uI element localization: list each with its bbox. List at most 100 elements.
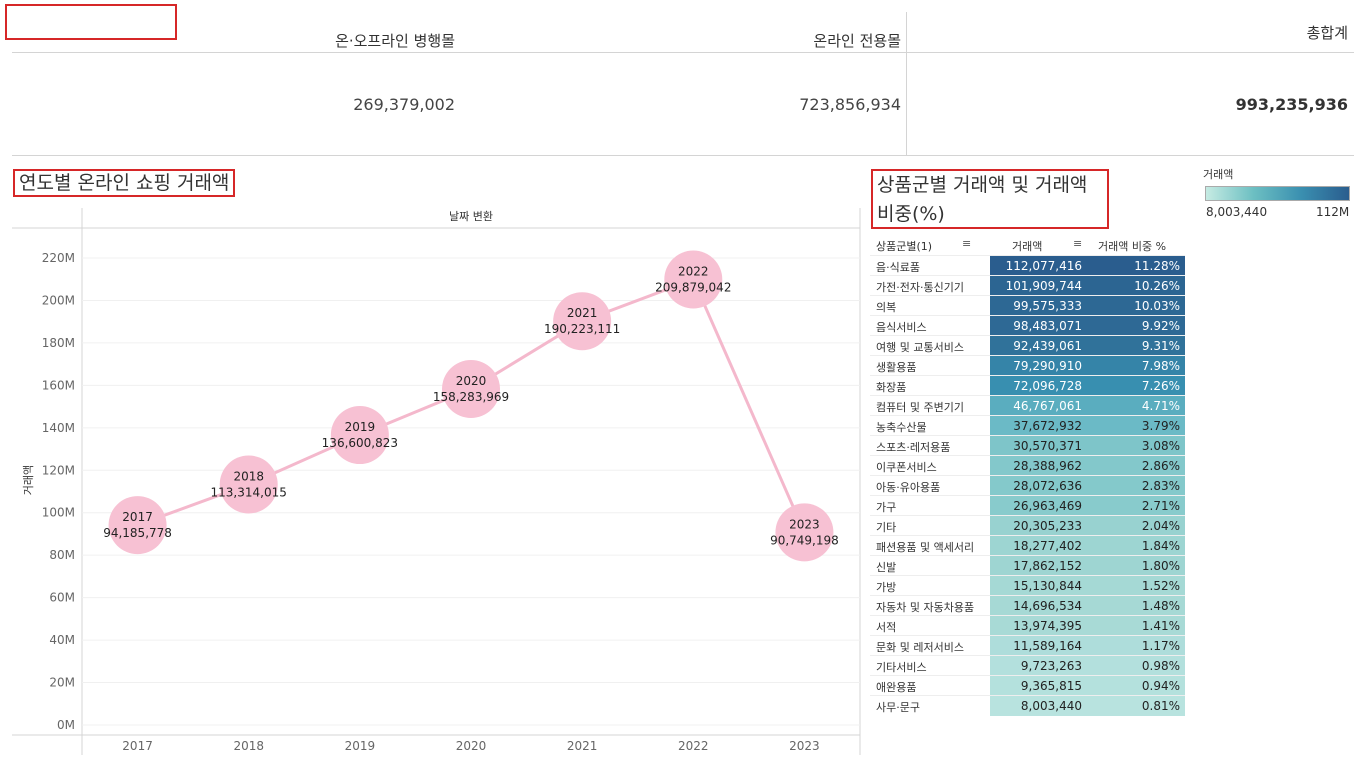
row-heat-cell: 28,072,636 2.83% [990,476,1185,496]
data-label-year: 2020 [456,374,487,388]
y-tick-label: 200M [42,293,75,307]
data-point [664,250,723,309]
row-share: 1.41% [1141,619,1180,633]
table-row: 기타서비스 9,723,263 0.98% [870,655,1185,676]
row-share: 7.98% [1141,359,1180,373]
row-share: 11.28% [1134,259,1180,273]
summary-bottom-divider [12,155,1354,156]
row-share: 2.86% [1141,459,1180,473]
row-share: 9.31% [1141,339,1180,353]
table-row: 애완용품 9,365,815 0.94% [870,675,1185,696]
summary-header-total: 총합계 [1306,24,1348,42]
row-share: 1.17% [1141,639,1180,653]
y-tick-label: 220M [42,251,75,265]
table-header-share[interactable]: 거래액 비중 % [1098,240,1167,253]
y-tick-label: 120M [42,463,75,477]
table-header-category[interactable]: 상품군별(1) [876,240,933,253]
table-row: 컴퓨터 및 주변기기 46,767,061 4.71% [870,395,1185,416]
row-category-label: 여행 및 교통서비스 [876,341,964,354]
row-category-label: 가전·전자·통신기기 [876,281,964,294]
row-category-label: 문화 및 레저서비스 [876,641,964,654]
row-heat-cell: 14,696,534 1.48% [990,596,1185,616]
color-legend-bar [1205,186,1350,201]
row-category-label: 애완용품 [876,681,917,694]
legend-max-label: 112M [1316,205,1350,219]
row-share: 0.98% [1141,659,1180,673]
row-amount: 28,072,636 [1013,479,1082,493]
table-row: 여행 및 교통서비스 92,439,061 9.31% [870,335,1185,356]
row-amount: 30,570,371 [1013,439,1082,453]
row-heat-cell: 17,862,152 1.80% [990,556,1185,576]
summary-header-hybrid: 온·오프라인 병행몰 [335,32,455,50]
row-heat-cell: 11,589,164 1.17% [990,636,1185,656]
y-tick-label: 140M [42,421,75,435]
row-category-label: 가구 [876,501,897,514]
table-row: 가전·전자·통신기기 101,909,744 10.26% [870,275,1185,296]
table-row: 가방 15,130,844 1.52% [870,575,1185,596]
row-amount: 20,305,233 [1013,519,1082,533]
data-label-year: 2021 [567,306,598,320]
data-label-value: 190,223,111 [544,322,620,336]
y-tick-label: 40M [49,633,75,647]
sort-icon[interactable]: ≡ [1073,237,1083,250]
row-category-label: 음식서비스 [876,321,927,334]
row-share: 1.48% [1141,599,1180,613]
row-share: 3.08% [1141,439,1180,453]
row-category-label: 가방 [876,581,897,594]
row-heat-cell: 9,365,815 0.94% [990,676,1185,696]
y-tick-label: 60M [49,591,75,605]
summary-column-divider [906,12,907,155]
data-label-year: 2019 [345,420,376,434]
row-heat-cell: 20,305,233 2.04% [990,516,1185,536]
x-tick-label: 2020 [456,739,487,753]
table-header-amount[interactable]: 거래액 [1012,240,1043,253]
row-share: 1.84% [1141,539,1180,553]
table-row: 기타 20,305,233 2.04% [870,515,1185,536]
row-amount: 28,388,962 [1013,459,1082,473]
row-amount: 18,277,402 [1013,539,1082,553]
table-row: 생활용품 79,290,910 7.98% [870,355,1185,376]
row-category-label: 패션용품 및 액세서리 [876,541,975,554]
row-share: 9.92% [1141,319,1180,333]
x-tick-label: 2019 [345,739,376,753]
x-tick-label: 2021 [567,739,598,753]
row-heat-cell: 101,909,744 10.26% [990,276,1185,296]
row-amount: 15,130,844 [1013,579,1082,593]
row-amount: 101,909,744 [1005,279,1082,293]
sort-icon[interactable]: ≡ [962,237,972,250]
table-row: 가구 26,963,469 2.71% [870,495,1185,516]
row-amount: 72,096,728 [1013,379,1082,393]
row-amount: 37,672,932 [1013,419,1082,433]
row-heat-cell: 92,439,061 9.31% [990,336,1185,356]
row-category-label: 아동·유아용품 [876,481,941,494]
row-share: 0.81% [1141,699,1180,713]
row-amount: 99,575,333 [1013,299,1082,313]
x-tick-label: 2018 [233,739,264,753]
data-point [442,360,500,419]
x-tick-label: 2023 [789,739,820,753]
row-amount: 98,483,071 [1013,319,1082,333]
x-tick-label: 2017 [122,739,153,753]
row-heat-cell: 18,277,402 1.84% [990,536,1185,556]
row-heat-cell: 79,290,910 7.98% [990,356,1185,376]
summary-header-divider [12,52,1354,53]
y-axis-title: 거래액 [22,465,35,495]
row-heat-cell: 72,096,728 7.26% [990,376,1185,396]
row-amount: 11,589,164 [1013,639,1082,653]
data-point [108,496,167,555]
row-category-label: 음·식료품 [876,261,920,274]
row-share: 1.52% [1141,579,1180,593]
row-category-label: 화장품 [876,381,907,394]
row-heat-cell: 13,974,395 1.41% [990,616,1185,636]
row-heat-cell: 112,077,416 11.28% [990,256,1185,276]
row-heat-cell: 26,963,469 2.71% [990,496,1185,516]
table-row: 의복 99,575,333 10.03% [870,295,1185,316]
row-heat-cell: 15,130,844 1.52% [990,576,1185,596]
table-row: 음·식료품 112,077,416 11.28% [870,255,1185,276]
data-label-value: 90,749,198 [770,533,839,547]
table-row: 화장품 72,096,728 7.26% [870,375,1185,396]
y-tick-label: 160M [42,378,75,392]
row-amount: 26,963,469 [1013,499,1082,513]
y-tick-label: 180M [42,336,75,350]
line-chart-title: 연도별 온라인 쇼핑 거래액 [13,169,236,197]
